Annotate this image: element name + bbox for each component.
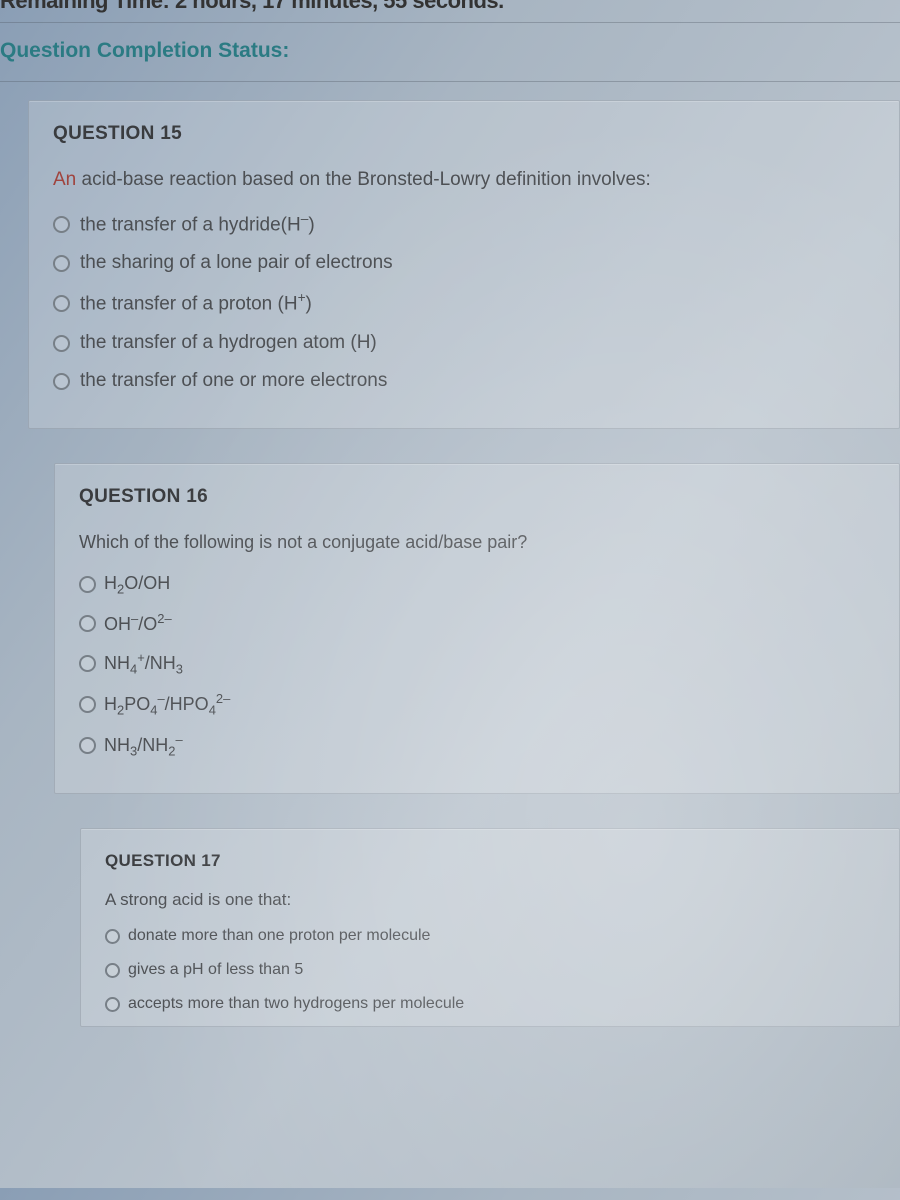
option-label: H2PO4–/HPO42– xyxy=(104,689,230,720)
options-list: H2O/OH OH–/O2– NH4+/NH3 H2PO4–/HPO42– NH… xyxy=(79,570,875,761)
option-label: the transfer of a proton (H+) xyxy=(80,288,312,319)
option-row[interactable]: OH–/O2– xyxy=(79,609,875,638)
option-label: gives a pH of less than 5 xyxy=(128,958,303,982)
option-label: OH–/O2– xyxy=(104,609,172,638)
radio-icon[interactable] xyxy=(53,255,70,272)
option-row[interactable]: the transfer of one or more electrons xyxy=(53,367,875,396)
prompt-lead: An xyxy=(53,169,76,190)
question-card-16: QUESTION 16 Which of the following is no… xyxy=(54,463,900,794)
option-row[interactable]: the transfer of a proton (H+) xyxy=(53,288,875,319)
option-row[interactable]: the transfer of a hydride(H–) xyxy=(53,209,875,240)
option-label: accepts more than two hydrogens per mole… xyxy=(128,992,464,1016)
remaining-time-fragment: Remaining Time: 2 hours, 17 minutes, 55 … xyxy=(0,0,900,22)
prompt-rest: acid-base reaction based on the Bronsted… xyxy=(76,169,651,190)
question-number: QUESTION 15 xyxy=(53,123,875,145)
option-label: the transfer of a hydrogen atom (H) xyxy=(80,329,377,358)
radio-icon[interactable] xyxy=(53,373,70,390)
question-prompt: A strong acid is one that: xyxy=(105,889,875,912)
option-label: NH4+/NH3 xyxy=(104,648,183,679)
option-label: donate more than one proton per molecule xyxy=(128,924,430,948)
question-prompt: An acid-base reaction based on the Brons… xyxy=(53,167,875,193)
options-list: the transfer of a hydride(H–) the sharin… xyxy=(53,209,875,396)
radio-icon[interactable] xyxy=(53,295,70,312)
question-number: QUESTION 16 xyxy=(79,486,875,508)
radio-icon[interactable] xyxy=(53,335,70,352)
option-label: the transfer of a hydride(H–) xyxy=(80,209,315,240)
radio-icon[interactable] xyxy=(105,929,120,944)
radio-icon[interactable] xyxy=(105,963,120,978)
question-card-15: QUESTION 15 An acid-base reaction based … xyxy=(28,100,900,429)
radio-icon[interactable] xyxy=(105,997,120,1012)
radio-icon[interactable] xyxy=(79,576,96,593)
questions-container: QUESTION 15 An acid-base reaction based … xyxy=(0,82,900,1027)
option-label: NH3/NH2– xyxy=(104,730,183,761)
option-label: the sharing of a lone pair of electrons xyxy=(80,249,393,278)
option-row[interactable]: the transfer of a hydrogen atom (H) xyxy=(53,329,875,358)
options-list: donate more than one proton per molecule… xyxy=(105,924,875,1016)
option-row[interactable]: NH4+/NH3 xyxy=(79,648,875,679)
radio-icon[interactable] xyxy=(79,655,96,672)
question-number: QUESTION 17 xyxy=(105,851,875,871)
question-card-17: QUESTION 17 A strong acid is one that: d… xyxy=(80,828,900,1027)
option-row[interactable]: H2PO4–/HPO42– xyxy=(79,689,875,720)
radio-icon[interactable] xyxy=(79,737,96,754)
question-prompt: Which of the following is not a conjugat… xyxy=(79,530,875,554)
radio-icon[interactable] xyxy=(79,696,96,713)
completion-status-label: Question Completion Status: xyxy=(0,22,900,82)
option-row[interactable]: H2O/OH xyxy=(79,570,875,599)
radio-icon[interactable] xyxy=(79,615,96,632)
option-row[interactable]: donate more than one proton per molecule xyxy=(105,924,875,948)
option-row[interactable]: accepts more than two hydrogens per mole… xyxy=(105,992,875,1016)
option-row[interactable]: NH3/NH2– xyxy=(79,730,875,761)
option-label: H2O/OH xyxy=(104,570,170,599)
option-label: the transfer of one or more electrons xyxy=(80,367,387,396)
option-row[interactable]: gives a pH of less than 5 xyxy=(105,958,875,982)
radio-icon[interactable] xyxy=(53,216,70,233)
option-row[interactable]: the sharing of a lone pair of electrons xyxy=(53,249,875,278)
